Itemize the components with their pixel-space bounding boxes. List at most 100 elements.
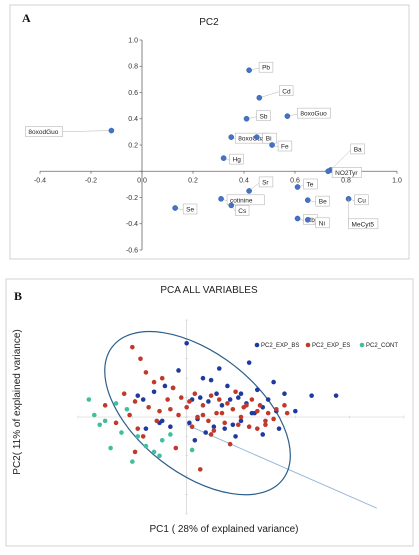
a-label-box xyxy=(182,203,198,215)
a-point-label: MeCyt5 xyxy=(352,221,375,228)
b-point xyxy=(200,375,206,381)
b-point xyxy=(206,418,211,424)
a-point-marker xyxy=(246,188,252,194)
b-point xyxy=(282,403,287,408)
b-point xyxy=(235,422,241,428)
b-point xyxy=(146,405,151,410)
b-point xyxy=(271,379,276,385)
b-point xyxy=(113,420,119,426)
a-point-marker xyxy=(256,94,263,101)
b-point xyxy=(227,441,233,447)
b-point xyxy=(187,420,192,426)
a-point-label: Cd xyxy=(282,88,291,95)
b-point xyxy=(200,403,206,408)
b-point xyxy=(203,430,208,435)
b-point xyxy=(130,459,135,464)
b-point xyxy=(263,422,268,428)
a-point-label: 8oxoGuo xyxy=(300,111,327,118)
b-point xyxy=(254,426,260,431)
b-point xyxy=(189,447,195,453)
a-point-marker xyxy=(304,217,311,223)
a-point-8oxoguo: 8oxoGuo xyxy=(284,107,331,119)
a-y-tick-label: -0.2 xyxy=(126,195,138,202)
a-point-bi: Bi xyxy=(253,132,277,144)
panel-a-chart: A PC2 -0.4 -0.2 0.0 0.2 0.4 0.6 0.8 1.0 1.0 0.8 0.… xyxy=(9,4,410,260)
b-point xyxy=(246,424,252,430)
b-point xyxy=(219,410,225,416)
panel-b-plot-area xyxy=(77,319,405,515)
a-point-label: Pb xyxy=(262,65,270,72)
b-point xyxy=(192,437,198,443)
b-point xyxy=(238,418,244,424)
a-label-connector xyxy=(330,149,351,171)
a-point-marker xyxy=(284,113,291,119)
b-point xyxy=(138,356,143,362)
a-label-box xyxy=(348,218,379,230)
b-point xyxy=(208,432,214,437)
b-point xyxy=(159,418,165,424)
b-point xyxy=(184,340,189,346)
a-label-box xyxy=(350,143,365,155)
b-point xyxy=(276,426,282,431)
b-point xyxy=(143,370,149,375)
a-point-sr: Sr xyxy=(246,176,274,194)
b-point xyxy=(284,410,290,416)
b-point xyxy=(233,434,238,439)
a-label-box xyxy=(256,110,271,121)
a-point-label: NO2Tyr xyxy=(335,170,358,177)
a-label-box xyxy=(315,195,330,207)
b-point xyxy=(333,393,339,398)
a-point-label: Se xyxy=(186,207,194,214)
b-point xyxy=(159,375,165,381)
a-y-tick-label: 0.4 xyxy=(128,116,138,123)
b-point xyxy=(143,426,149,431)
b-point xyxy=(157,453,162,459)
b-point xyxy=(216,397,222,402)
b-point xyxy=(86,397,92,402)
b-point xyxy=(227,397,233,402)
a-label-box xyxy=(354,194,369,206)
b-point xyxy=(216,366,222,371)
a-point-marker xyxy=(246,67,252,73)
b-point xyxy=(214,391,219,397)
b-point xyxy=(230,422,236,428)
b-point xyxy=(195,414,200,420)
a-x-tick-label: 0.6 xyxy=(290,177,300,184)
a-label-box xyxy=(303,178,318,190)
a-point-label: Sr xyxy=(262,179,269,186)
a-point-marker xyxy=(294,184,301,190)
a-point-8oxodguo: 8oxodGuo xyxy=(25,126,115,137)
b-point xyxy=(309,393,314,398)
a-point-label: 8oxoGua xyxy=(238,136,265,143)
b-point xyxy=(151,389,157,395)
b-series-pc2-exp-bs xyxy=(135,340,339,443)
a-point-marker xyxy=(294,215,301,222)
panel-a-points: Pb Cd Sb 8oxoGuo 8oxodGuo 8oxoGua Bi Fe Hg Ba NO2T… xyxy=(25,61,379,230)
b-point xyxy=(230,406,236,412)
b-point xyxy=(176,368,181,373)
a-y-tick-label: -0.4 xyxy=(126,221,138,228)
a-point-cs: Cs xyxy=(228,202,250,216)
b-point xyxy=(135,393,141,398)
b-point xyxy=(233,389,238,395)
b-point xyxy=(121,391,127,397)
b-point xyxy=(225,383,230,389)
b-point xyxy=(263,418,268,424)
b-point xyxy=(132,399,138,404)
b-point xyxy=(132,449,138,455)
b-point xyxy=(265,410,271,416)
b-point xyxy=(244,403,249,408)
a-y-tick-label: 0.6 xyxy=(128,90,138,97)
a-point-label: Fe xyxy=(281,144,289,151)
b-point xyxy=(102,418,108,424)
b-point xyxy=(151,379,157,385)
a-point-label: Ba xyxy=(354,146,362,153)
a-point-marker xyxy=(269,142,275,148)
panel-b-letter: B xyxy=(14,289,22,303)
panel-a-letter: A xyxy=(22,11,31,25)
a-point-label: Sb xyxy=(260,113,268,120)
a-point-marker xyxy=(108,127,115,134)
a-label-box xyxy=(258,61,274,73)
b-point xyxy=(211,424,217,430)
a-point-marker xyxy=(243,115,250,122)
